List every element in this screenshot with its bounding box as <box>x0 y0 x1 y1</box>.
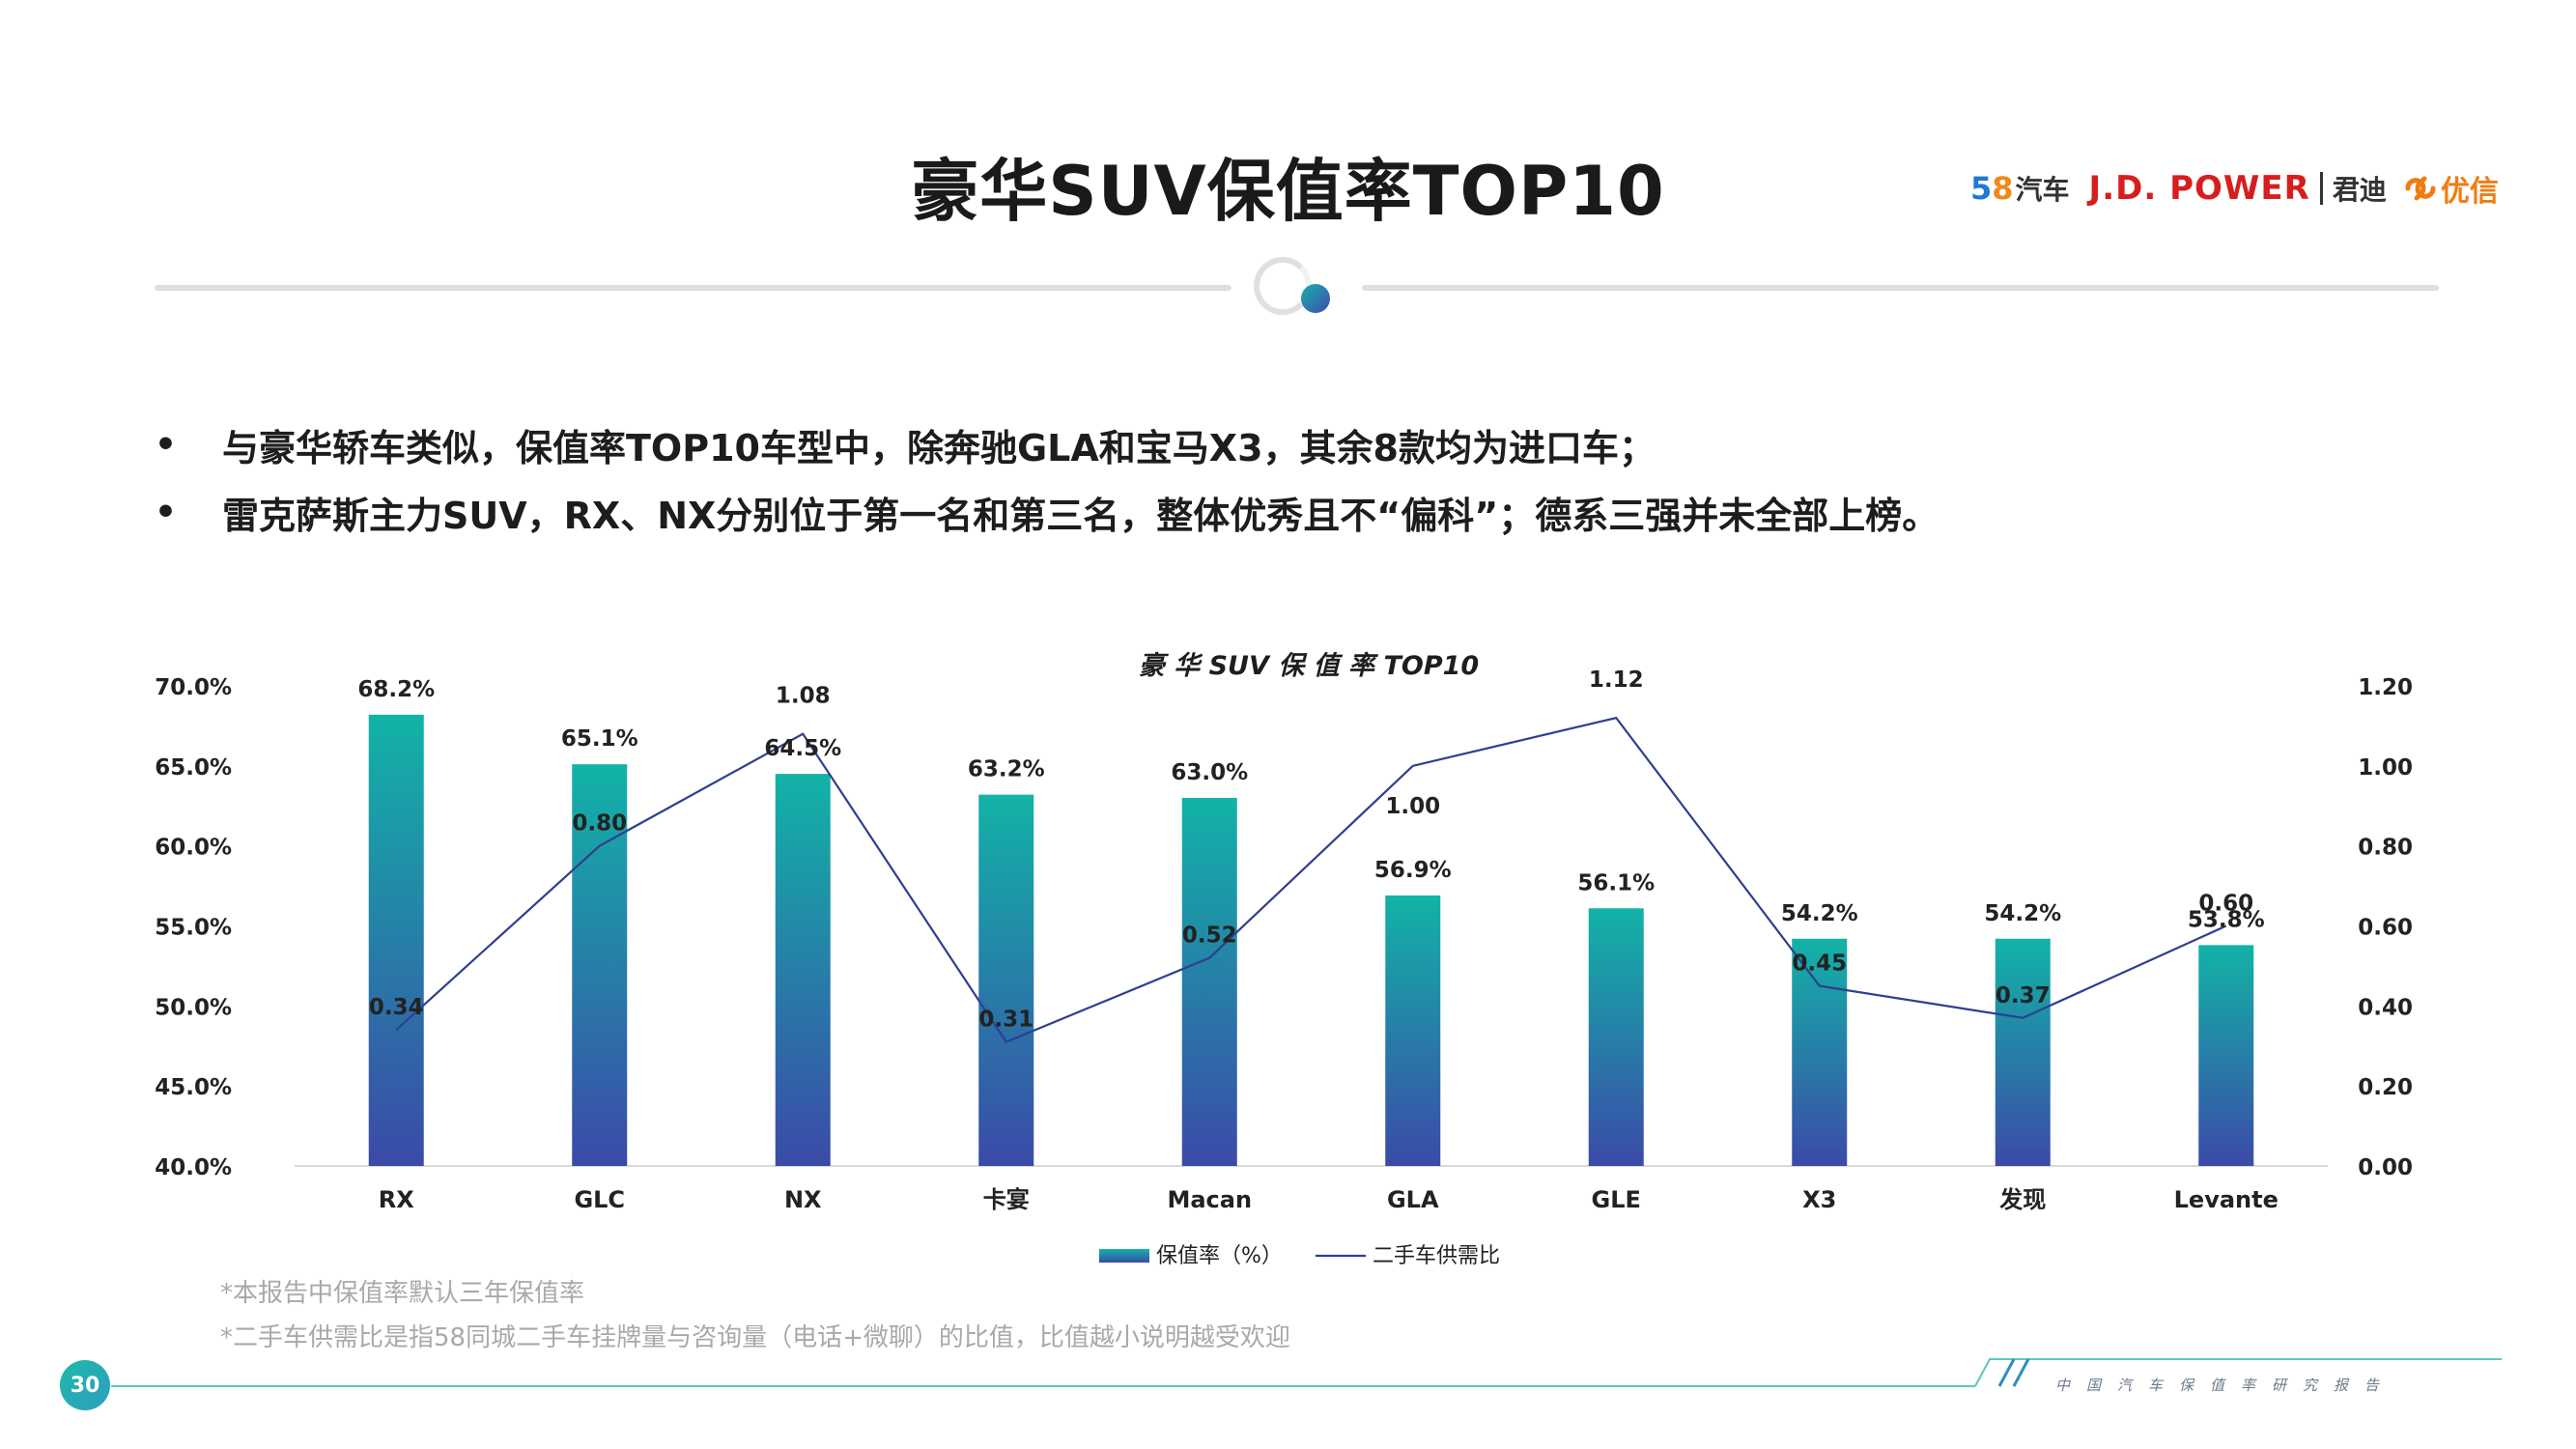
x-axis-category-label: NX <box>784 1186 822 1213</box>
right-axis-tick-label: 0.20 <box>2358 1075 2413 1100</box>
line-data-label: 0.80 <box>572 811 627 837</box>
line-data-label: 0.52 <box>1182 923 1237 949</box>
bar-data-label: 63.2% <box>968 757 1045 782</box>
x-axis-category-label: GLA <box>1387 1186 1439 1213</box>
header-divider-right <box>1362 285 2439 291</box>
bar-data-label: 63.0% <box>1171 760 1248 785</box>
bar-data-label: 64.5% <box>764 736 841 761</box>
x-axis-category-label: X3 <box>1802 1186 1836 1213</box>
bar-retention-rate <box>2198 945 2254 1166</box>
logo-58-che: 5 8 汽车 <box>1970 169 2070 208</box>
combo-chart: 豪 华 SUV 保 值 率 TOP10 40.0% 45.0% 50.0% 55.0% 6… <box>155 651 2413 1268</box>
bar-data-label: 54.2% <box>1984 901 2061 926</box>
legend-line-label: 二手车供需比 <box>1373 1244 1500 1268</box>
bullet-dot-icon: • <box>155 492 178 532</box>
bar-data-label: 54.2% <box>1781 901 1858 926</box>
bullet-item: • 与豪华轿车类似，保值率TOP10车型中，除奔驰GLA和宝马X3，其余8款均为… <box>155 411 2473 478</box>
legend-bar-label: 保值率（%） <box>1156 1244 1283 1268</box>
x-axis-category-label: GLC <box>574 1186 625 1213</box>
left-axis-tick-label: 40.0% <box>155 1155 232 1180</box>
line-data-label: 1.08 <box>776 684 831 709</box>
right-axis-tick-label: 1.00 <box>2358 755 2413 781</box>
bar-data-label: 53.8% <box>2188 907 2265 932</box>
footnote-supply-demand-definition: *二手车供需比是指58同城二手车挂牌量与咨询量（电话+微聊）的比值，比值越小说明… <box>220 1323 1290 1352</box>
footer-line <box>111 1358 2502 1387</box>
line-data-label: 0.37 <box>1996 983 2051 1009</box>
logo-separator <box>2319 172 2323 205</box>
line-data-label: 0.34 <box>369 995 424 1020</box>
bar-retention-rate <box>1181 797 1237 1166</box>
left-axis-tick-label: 65.0% <box>155 755 232 781</box>
bar-data-label: 65.1% <box>561 726 638 752</box>
logo-youxin-text: 优信 <box>2440 175 2499 209</box>
line-data-label: 0.45 <box>1792 952 1847 977</box>
logo-58-digit-5: 5 <box>1970 170 1993 207</box>
right-axis-tick-label: 0.40 <box>2358 995 2413 1020</box>
partner-logos: 5 8 汽车 J.D. POWER 君迪 优信 <box>1970 164 2499 213</box>
bullet-list: • 与豪华轿车类似，保值率TOP10车型中，除奔驰GLA和宝马X3，其余8款均为… <box>155 411 2473 546</box>
footer-slogan: 中国汽车保值率研究报告 <box>2055 1377 2396 1394</box>
left-axis-tick-label: 60.0% <box>155 836 232 861</box>
left-axis-tick-label: 70.0% <box>155 675 232 700</box>
bullet-item: • 雷克萨斯主力SUV，RX、NX分别位于第一名和第三名，整体优秀且不“偏科”；… <box>155 478 2473 546</box>
page-title: 豪华SUV保值率TOP10 <box>911 152 1665 231</box>
line-data-label: 0.31 <box>978 1008 1033 1033</box>
right-axis-tick-label: 0.00 <box>2358 1155 2413 1180</box>
x-axis-category-label: 卡宴 <box>983 1186 1030 1213</box>
x-axis-category-label: Levante <box>2174 1186 2279 1213</box>
legend-bar-swatch <box>1099 1249 1149 1263</box>
bar-retention-rate <box>1792 938 1848 1166</box>
bar-retention-rate <box>1588 908 1644 1166</box>
right-axis-tick-label: 1.20 <box>2358 675 2413 700</box>
bullet-text: 雷克萨斯主力SUV，RX、NX分别位于第一名和第三名，整体优秀且不“偏科”；德系… <box>222 494 1939 537</box>
footnote-retention-definition: *本报告中保值率默认三年保值率 <box>220 1279 585 1308</box>
chart-title: 豪 华 SUV 保 值 率 TOP10 <box>1139 651 1479 681</box>
divider-dot-icon <box>1301 284 1330 313</box>
logo-youxin: 优信 <box>2404 167 2499 210</box>
x-axis-category-label: RX <box>379 1186 414 1213</box>
line-supply-demand-ratio <box>395 716 2227 1043</box>
header-divider-left <box>155 285 1231 291</box>
left-axis-tick-label: 55.0% <box>155 916 232 941</box>
bar-data-label: 68.2% <box>357 677 435 702</box>
bar-data-label: 56.1% <box>1577 870 1655 895</box>
left-axis-tick-label: 45.0% <box>155 1075 232 1100</box>
bar-retention-rate <box>775 774 831 1166</box>
x-axis-category-label: 发现 <box>1998 1186 2046 1213</box>
bullet-text: 与豪华轿车类似，保值率TOP10车型中，除奔驰GLA和宝马X3，其余8款均为进口… <box>222 426 1656 469</box>
left-axis-tick-label: 50.0% <box>155 995 232 1020</box>
line-data-label: 1.00 <box>1385 794 1440 819</box>
right-axis-tick-label: 0.80 <box>2358 836 2413 861</box>
page-number-badge: 30 <box>60 1360 110 1410</box>
bar-retention-rate <box>978 794 1034 1166</box>
x-axis-category-label: GLE <box>1592 1186 1641 1213</box>
logo-58-text: 汽车 <box>2015 174 2070 206</box>
chart-container: 豪 华 SUV 保 值 率 TOP10 40.0% 45.0% 50.0% 55.0% 6… <box>0 618 2576 1294</box>
bar-retention-rate <box>572 764 628 1166</box>
line-data-label: 1.12 <box>1589 668 1644 693</box>
bar-data-label: 56.9% <box>1374 858 1452 883</box>
right-axis-tick-label: 0.60 <box>2358 916 2413 941</box>
logo-58-digit-8: 8 <box>1992 170 2014 207</box>
youxin-mark-icon <box>2404 172 2437 205</box>
logo-jundi: 君迪 <box>2332 174 2387 206</box>
x-axis-category-label: Macan <box>1167 1186 1252 1213</box>
line-data-label: 0.60 <box>2198 892 2253 917</box>
logo-jd-power: J.D. POWER <box>2088 169 2310 208</box>
bar-retention-rate <box>368 714 424 1166</box>
bar-retention-rate <box>1385 895 1441 1166</box>
bar-retention-rate <box>1995 938 2051 1166</box>
bullet-dot-icon: • <box>155 424 178 465</box>
